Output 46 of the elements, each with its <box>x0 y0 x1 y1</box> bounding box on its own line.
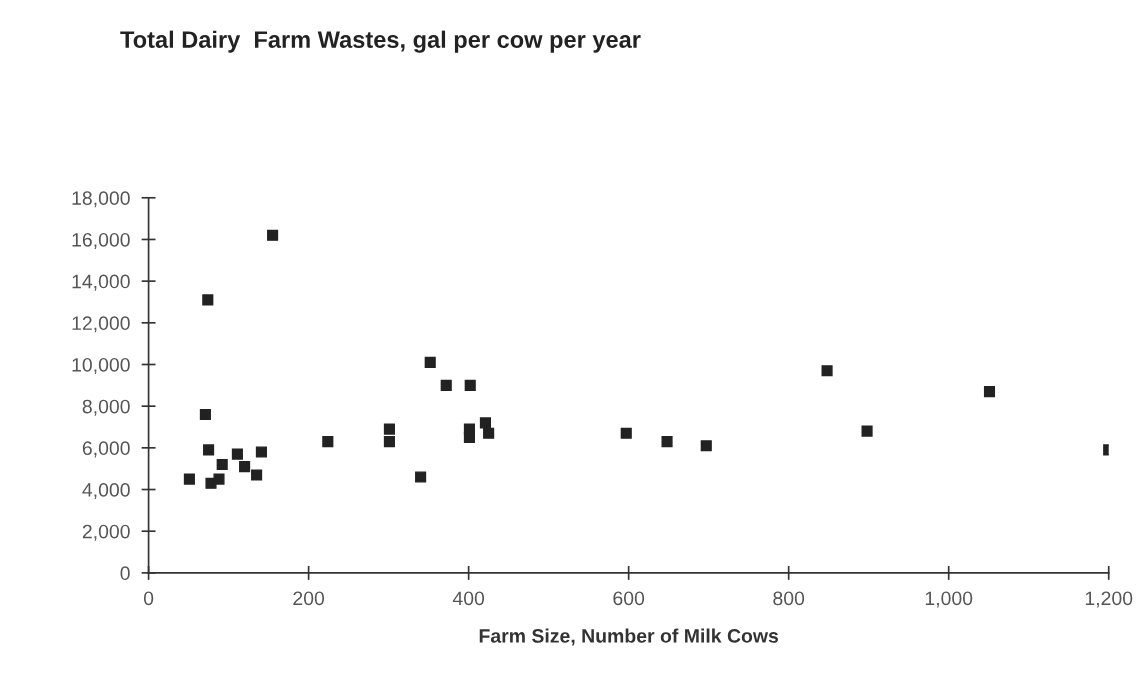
point <box>415 471 427 483</box>
point <box>239 461 251 473</box>
y-tick-label: 6,000 <box>82 441 130 458</box>
x-tick-label: 0 <box>143 591 154 606</box>
y-tick-label: 14,000 <box>72 274 130 291</box>
point <box>183 473 195 485</box>
point <box>383 423 395 435</box>
y-tick-label: 2,000 <box>82 524 130 541</box>
point <box>322 436 334 448</box>
point <box>199 408 211 421</box>
y-tick-label: 18,000 <box>72 191 130 208</box>
point <box>479 417 491 429</box>
point <box>213 473 225 485</box>
x-tick-label: 1,200 <box>1085 591 1133 608</box>
x-tick-label: 200 <box>293 591 325 606</box>
x-axis-title: Farm Size, Number of Milk Cows <box>479 628 779 646</box>
point <box>202 294 214 306</box>
x-tick-label: 600 <box>613 591 645 606</box>
chart-title: Total Dairy Farm Wastes, gal per cow per year <box>120 30 641 53</box>
x-tick-label: 400 <box>452 591 485 606</box>
point <box>267 229 279 241</box>
point <box>424 356 436 368</box>
point <box>255 446 267 458</box>
point <box>483 427 495 439</box>
point <box>620 427 632 439</box>
point <box>861 425 873 437</box>
point <box>463 431 475 443</box>
point <box>231 448 243 460</box>
x-tick-label: 1,000 <box>925 591 973 608</box>
x-tick-label: 800 <box>773 591 805 606</box>
y-tick-label: 8,000 <box>82 399 130 416</box>
point <box>464 379 476 391</box>
point <box>216 458 228 471</box>
point <box>821 365 833 377</box>
point <box>700 440 712 452</box>
y-tick-label: 4,000 <box>82 482 130 500</box>
y-tick-label: 12,000 <box>72 316 130 333</box>
y-tick-label: 10,000 <box>72 357 130 375</box>
y-tick-label: 16,000 <box>72 232 130 249</box>
y-tick-label: 0 <box>120 566 130 581</box>
point <box>983 386 996 398</box>
point <box>251 469 263 481</box>
point <box>661 436 673 448</box>
point <box>203 444 215 456</box>
point <box>440 379 452 391</box>
point <box>383 436 395 448</box>
